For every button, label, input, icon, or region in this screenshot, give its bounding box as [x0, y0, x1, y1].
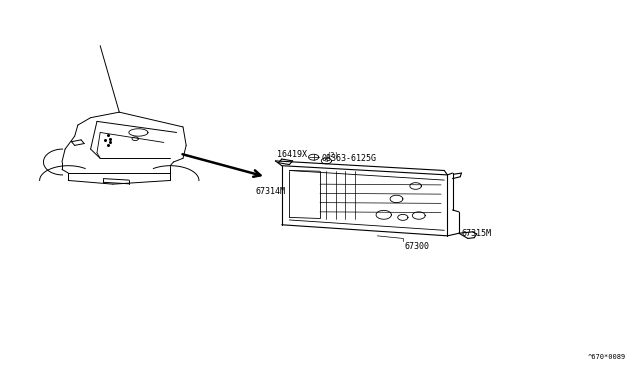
Text: S: S [324, 158, 328, 163]
Text: 16419X: 16419X [276, 150, 307, 159]
Text: 67314M: 67314M [255, 187, 285, 196]
Text: 67315M: 67315M [461, 230, 492, 238]
Text: 67300: 67300 [404, 242, 429, 251]
Text: ^670*0089: ^670*0089 [588, 353, 626, 359]
Text: (2): (2) [326, 151, 339, 158]
Text: 08363-6125G: 08363-6125G [322, 154, 377, 163]
